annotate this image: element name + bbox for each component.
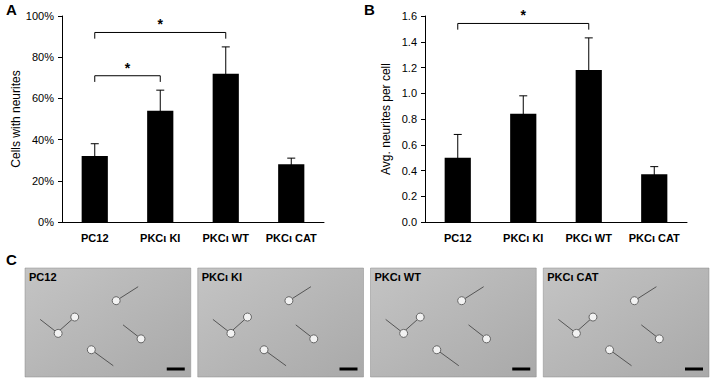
svg-text:80%: 80% (32, 51, 54, 63)
svg-text:PKCι KI: PKCι KI (202, 271, 242, 283)
svg-text:0.6: 0.6 (402, 139, 417, 151)
svg-text:60%: 60% (32, 92, 54, 104)
svg-text:PKCι KI: PKCι KI (503, 232, 543, 244)
svg-text:0.8: 0.8 (402, 113, 417, 125)
svg-text:PKCι WT: PKCι WT (375, 271, 422, 283)
svg-text:0.2: 0.2 (402, 190, 417, 202)
svg-text:A: A (6, 1, 17, 18)
svg-text:*: * (158, 16, 164, 32)
svg-text:0.0: 0.0 (402, 216, 417, 228)
svg-text:100%: 100% (26, 10, 54, 22)
svg-text:PKCι CAT: PKCι CAT (547, 271, 598, 283)
svg-text:B: B (364, 1, 375, 18)
svg-text:PC12: PC12 (29, 271, 57, 283)
svg-text:*: * (125, 60, 131, 76)
svg-text:1.4: 1.4 (402, 36, 417, 48)
svg-text:Avg. neurites per cell: Avg. neurites per cell (379, 63, 393, 175)
svg-text:*: * (521, 7, 527, 23)
svg-text:Cells with neurites: Cells with neurites (9, 70, 23, 167)
svg-text:PKCι WT: PKCι WT (203, 232, 250, 244)
svg-text:PKCι KI: PKCι KI (140, 232, 180, 244)
svg-text:PKCι CAT: PKCι CAT (629, 232, 680, 244)
svg-text:20%: 20% (32, 175, 54, 187)
svg-text:1.6: 1.6 (402, 10, 417, 22)
svg-text:1.2: 1.2 (402, 62, 417, 74)
svg-text:C: C (6, 251, 17, 268)
svg-text:0.4: 0.4 (402, 165, 417, 177)
svg-text:PC12: PC12 (444, 232, 472, 244)
svg-text:40%: 40% (32, 134, 54, 146)
svg-text:PC12: PC12 (81, 232, 109, 244)
svg-text:PKCι WT: PKCι WT (566, 232, 613, 244)
svg-text:PKCι CAT: PKCι CAT (266, 232, 317, 244)
svg-text:0%: 0% (38, 216, 54, 228)
svg-text:1.0: 1.0 (402, 87, 417, 99)
